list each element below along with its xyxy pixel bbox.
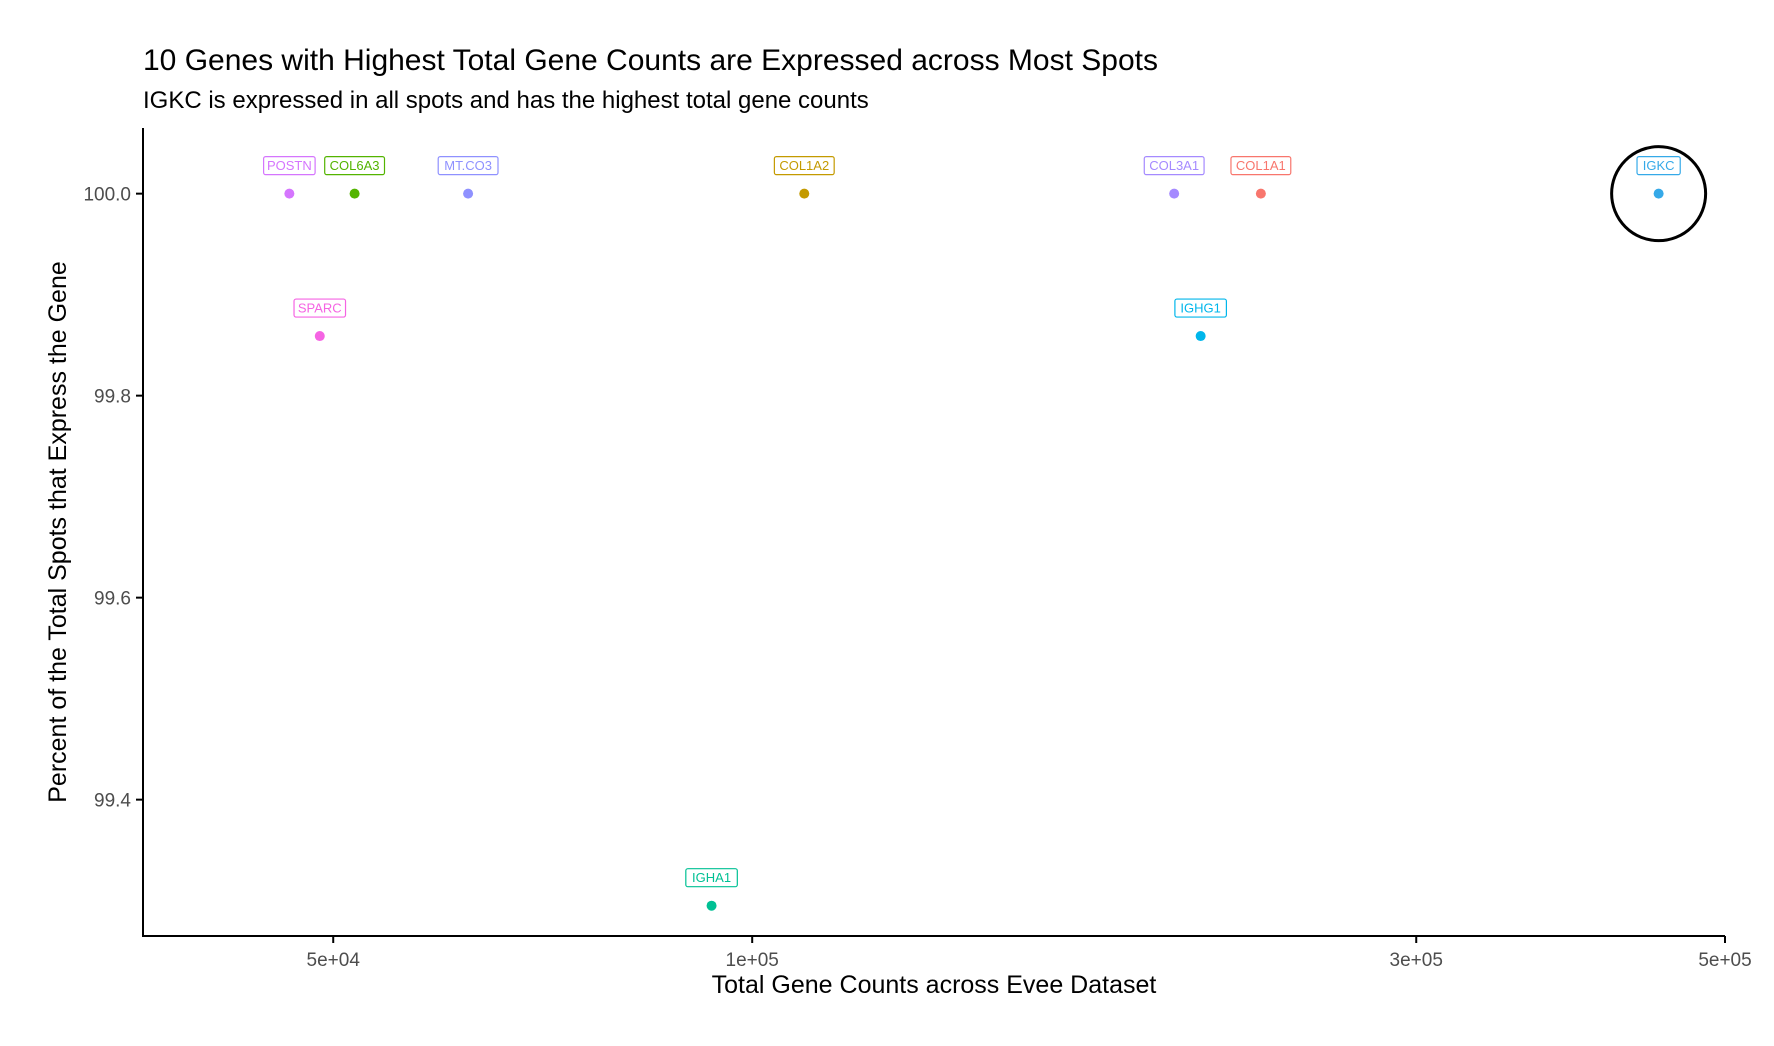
point-label: IGHA1 bbox=[692, 870, 731, 885]
data-point bbox=[463, 188, 474, 199]
point-label: COL3A1 bbox=[1149, 158, 1199, 173]
point-label: COL6A3 bbox=[330, 158, 380, 173]
point-label-box bbox=[1636, 156, 1681, 176]
point-label-box bbox=[263, 156, 316, 176]
point-label-box bbox=[1143, 156, 1205, 176]
point-label-box bbox=[685, 868, 738, 888]
x-tick-label: 5e+05 bbox=[1698, 950, 1751, 971]
data-point bbox=[1255, 188, 1266, 199]
data-point bbox=[349, 188, 360, 199]
point-label: COL1A2 bbox=[779, 158, 829, 173]
data-point bbox=[1195, 331, 1206, 342]
x-tick-label: 1e+05 bbox=[726, 950, 779, 971]
point-label-box bbox=[293, 298, 347, 318]
y-tick-label: 100.0 bbox=[83, 185, 131, 206]
data-point bbox=[799, 188, 810, 199]
x-axis: 5e+04 1e+05 3e+05 5e+05 bbox=[142, 935, 1752, 971]
x-axis-title: Total Gene Counts across Evee Dataset bbox=[712, 971, 1157, 999]
y-axis: 99.4 99.6 99.8 100.0 bbox=[83, 128, 144, 936]
y-axis-title: Percent of the Total Spots that Express … bbox=[44, 261, 72, 803]
point-label: MT.CO3 bbox=[444, 158, 492, 173]
chart-subtitle: IGKC is expressed in all spots and has t… bbox=[143, 87, 869, 114]
data-point bbox=[1169, 188, 1180, 199]
point-label-box bbox=[324, 156, 386, 176]
x-tick-label: 5e+04 bbox=[307, 950, 361, 971]
y-ticks: 99.4 99.6 99.8 100.0 bbox=[83, 185, 143, 812]
data-point bbox=[284, 188, 295, 199]
y-tick-label: 99.4 bbox=[94, 791, 131, 812]
point-label-box bbox=[1230, 156, 1292, 176]
point-label: COL1A1 bbox=[1236, 158, 1286, 173]
point-label: SPARC bbox=[298, 301, 342, 316]
point-label: POSTN bbox=[267, 158, 312, 173]
y-tick-label: 99.6 bbox=[94, 589, 131, 610]
x-tick-label: 3e+05 bbox=[1390, 950, 1443, 971]
point-label-box bbox=[773, 156, 835, 176]
data-point bbox=[1653, 188, 1664, 199]
point-label-box bbox=[1174, 298, 1227, 318]
chart-title: 10 Genes with Highest Total Gene Counts … bbox=[143, 44, 1158, 77]
data-point bbox=[314, 331, 325, 342]
highlight-circle bbox=[1610, 145, 1708, 243]
points-layer: POSTN COL6A3 MT.CO3 SPARC COL1A2 COL3A1 COL1A1… bbox=[263, 145, 1708, 911]
x-ticks: 5e+04 1e+05 3e+05 5e+05 bbox=[307, 936, 1752, 971]
point-label: IGHG1 bbox=[1180, 301, 1220, 316]
data-point bbox=[706, 900, 717, 911]
y-tick-label: 99.8 bbox=[94, 387, 131, 408]
point-label-box bbox=[437, 156, 499, 176]
point-label: IGKC bbox=[1643, 158, 1675, 173]
